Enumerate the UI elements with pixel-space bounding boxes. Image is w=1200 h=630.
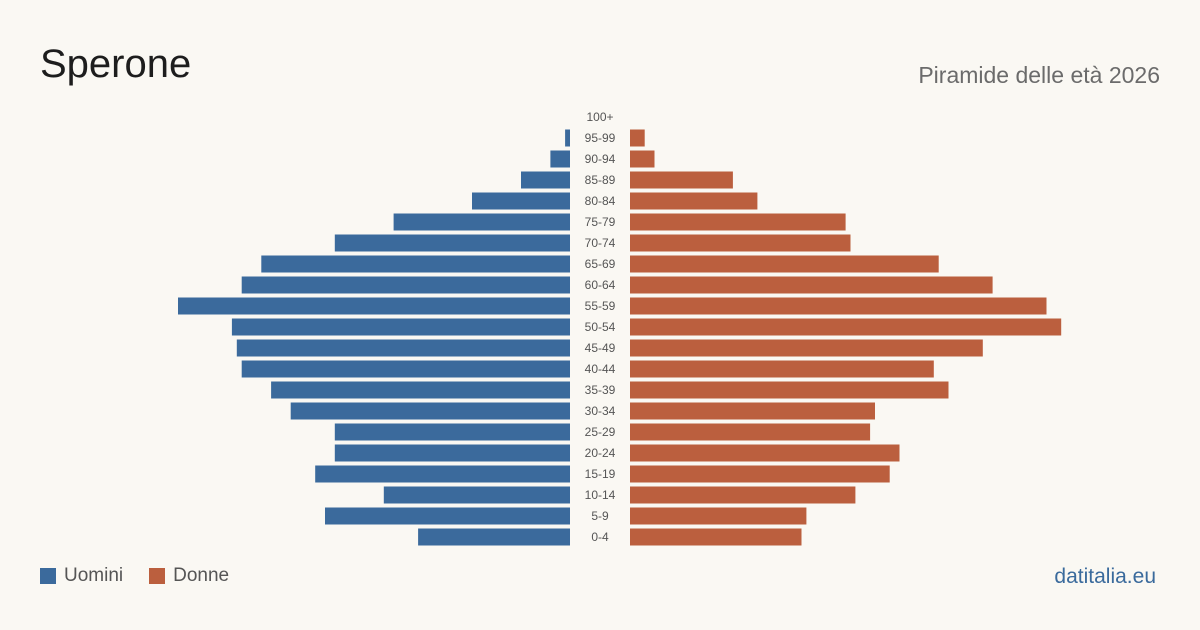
legend-swatch-women <box>149 568 166 584</box>
bar-women-60-64 <box>630 276 993 294</box>
legend-label-men: Uomini <box>64 565 124 586</box>
age-label-10-14: 10-14 <box>585 488 616 502</box>
legend-swatch-men <box>40 568 56 584</box>
age-label-85-89: 85-89 <box>585 173 616 187</box>
age-label-65-69: 65-69 <box>585 257 616 271</box>
bar-women-35-39 <box>630 381 949 399</box>
bar-women-30-34 <box>630 402 875 420</box>
bar-women-80-84 <box>630 192 758 210</box>
bar-women-50-54 <box>630 318 1062 336</box>
bar-women-70-74 <box>630 234 851 252</box>
age-label-90-94: 90-94 <box>585 152 616 166</box>
bar-men-35-39 <box>271 381 570 399</box>
bar-men-20-24 <box>334 444 570 462</box>
bar-women-75-79 <box>630 213 846 231</box>
age-label-20-24: 20-24 <box>585 446 616 460</box>
age-label-15-19: 15-19 <box>585 467 616 481</box>
age-label-25-29: 25-29 <box>585 425 616 439</box>
bar-women-55-59 <box>630 297 1047 315</box>
bar-men-55-59 <box>178 297 570 315</box>
bar-men-70-74 <box>334 234 570 252</box>
bar-men-15-19 <box>315 465 570 483</box>
chart-subtitle: Piramide delle età 2026 <box>918 62 1160 88</box>
bar-men-50-54 <box>231 318 570 336</box>
bar-men-75-79 <box>393 213 570 231</box>
age-label-55-59: 55-59 <box>585 299 616 313</box>
bar-men-80-84 <box>472 192 570 210</box>
age-label-75-79: 75-79 <box>585 215 616 229</box>
bar-women-10-14 <box>630 486 856 504</box>
bar-men-5-9 <box>325 507 570 525</box>
bar-men-25-29 <box>334 423 570 441</box>
bar-women-90-94 <box>630 150 655 168</box>
bar-men-40-44 <box>241 360 570 378</box>
age-label-45-49: 45-49 <box>585 341 616 355</box>
age-label-70-74: 70-74 <box>585 236 616 250</box>
bar-women-85-89 <box>630 171 733 189</box>
legend-item-men: Uomini <box>40 565 123 587</box>
bar-men-10-14 <box>383 486 570 504</box>
brand-link[interactable]: datitalia.eu <box>1054 565 1156 588</box>
age-label-100+: 100+ <box>586 110 613 124</box>
age-label-30-34: 30-34 <box>585 404 616 418</box>
age-label-80-84: 80-84 <box>585 194 616 208</box>
bar-women-40-44 <box>630 360 934 378</box>
bar-men-85-89 <box>521 171 570 189</box>
bar-men-65-69 <box>261 255 570 273</box>
bar-women-45-49 <box>630 339 983 357</box>
age-label-50-54: 50-54 <box>585 320 616 334</box>
legend-label-women: Donne <box>173 565 230 586</box>
bar-men-60-64 <box>241 276 570 294</box>
bar-women-65-69 <box>630 255 939 273</box>
age-label-35-39: 35-39 <box>585 383 616 397</box>
bar-women-25-29 <box>630 423 871 441</box>
age-label-95-99: 95-99 <box>585 131 616 145</box>
bar-women-15-19 <box>630 465 890 483</box>
age-label-40-44: 40-44 <box>585 362 616 376</box>
legend-item-women: Donne <box>149 565 229 587</box>
bar-men-0-4 <box>418 528 570 546</box>
legend: Uomini Donne <box>40 565 255 587</box>
age-label-5-9: 5-9 <box>591 509 609 523</box>
bar-women-95-99 <box>630 129 645 147</box>
bar-men-90-94 <box>550 150 570 168</box>
page-title: Sperone <box>40 42 192 86</box>
bar-women-20-24 <box>630 444 900 462</box>
age-label-60-64: 60-64 <box>585 278 616 292</box>
bar-men-45-49 <box>236 339 571 357</box>
bar-men-95-99 <box>565 129 570 147</box>
age-label-0-4: 0-4 <box>591 530 609 544</box>
bar-women-0-4 <box>630 528 802 546</box>
bar-men-30-34 <box>290 402 570 420</box>
bar-women-5-9 <box>630 507 807 525</box>
